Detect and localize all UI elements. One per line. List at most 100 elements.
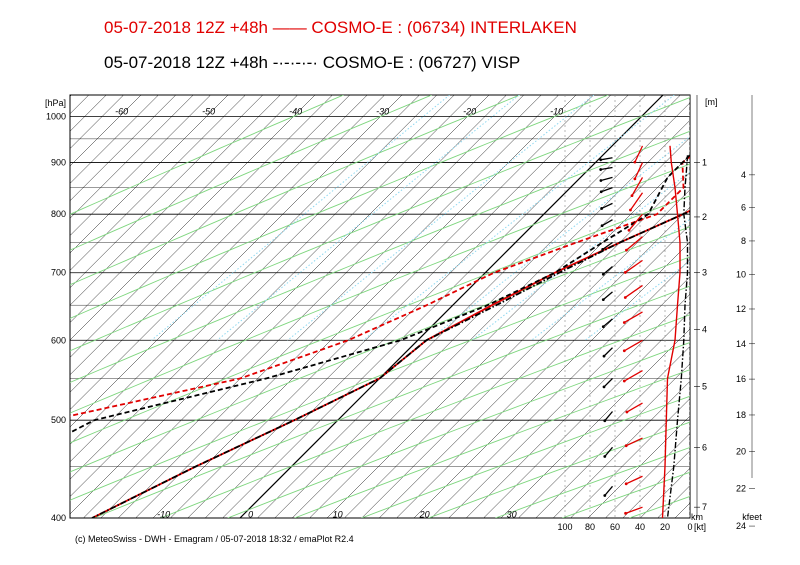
mixing-ratio-line xyxy=(362,95,675,341)
isotherm-line xyxy=(657,485,690,518)
isotherm-line xyxy=(396,224,690,518)
grid-layer xyxy=(0,95,800,518)
pressure-tick-label: 700 xyxy=(51,268,66,278)
isotherm-line xyxy=(70,95,194,219)
wind-barb-visp xyxy=(601,219,613,227)
kfeet-tick-label: 6 xyxy=(741,203,746,213)
isotherm-line xyxy=(0,95,37,518)
wind-barb-head-interlaken xyxy=(627,228,631,232)
isotherm-line xyxy=(413,241,690,518)
dry-adiabat-line xyxy=(70,130,690,383)
isotherm-line xyxy=(70,95,333,358)
isotherm-label: 30 xyxy=(507,509,517,519)
pressure-tick-label: 500 xyxy=(51,415,66,425)
isotherm-line xyxy=(257,95,681,518)
isotherm-line xyxy=(309,137,690,518)
wind-speed-tick-label: 20 xyxy=(660,522,670,532)
dry-adiabat-line xyxy=(70,256,690,501)
height-tick-label: 7 xyxy=(702,502,707,512)
height-tick-label: 2 xyxy=(702,212,707,222)
height-tick-label: 4 xyxy=(702,324,707,334)
wind-speed-tick-label: 0 xyxy=(687,522,692,532)
isotherm-line xyxy=(70,95,159,184)
isotherm-line xyxy=(762,95,800,518)
wind-barb-head-interlaken xyxy=(625,248,628,252)
wind-barb-visp xyxy=(600,157,613,161)
isotherm-line xyxy=(205,95,629,518)
wind-barb-interlaken xyxy=(625,506,643,514)
dry-adiabat-line xyxy=(227,342,690,518)
isotherm-line xyxy=(361,189,690,518)
wind-speed-axis-label: [kt] xyxy=(694,522,706,532)
wind-barb-interlaken xyxy=(629,192,644,211)
dry-adiabat-line xyxy=(93,285,690,518)
wind-barb-interlaken xyxy=(623,369,643,382)
pressure-tick-label: 400 xyxy=(51,513,66,523)
kfeet-tick-label: 4 xyxy=(741,170,746,180)
wind-barb-head-visp xyxy=(603,455,607,458)
isotherm-line xyxy=(745,95,800,518)
isotherm-label: -60 xyxy=(115,106,128,116)
isotherm-line xyxy=(170,95,594,518)
wind-speed-tick-label: 60 xyxy=(610,522,620,532)
mixing-ratio-line xyxy=(531,218,690,341)
isotherm-line xyxy=(70,95,455,480)
wind-barb-head-visp xyxy=(599,179,603,182)
dry-adiabat-line xyxy=(696,95,800,518)
isotherm-line xyxy=(100,95,524,518)
kfeet-tick-label: 18 xyxy=(736,410,746,420)
isotherm-line xyxy=(70,95,437,463)
kfeet-tick-label: 24 xyxy=(736,521,746,531)
wind-barb-visp xyxy=(602,266,613,275)
dry-adiabat-line xyxy=(70,95,521,286)
wind-barb-interlaken xyxy=(634,145,644,163)
isotherm-line xyxy=(500,328,690,518)
profile-visp-dewpoint xyxy=(70,154,690,434)
wind-barb-head-visp xyxy=(602,385,606,389)
wind-barb-head-interlaken xyxy=(622,379,626,383)
wind-barb-interlaken xyxy=(628,213,643,231)
wind-barb-visp xyxy=(601,202,613,210)
isotherm-line xyxy=(518,346,690,518)
footer-credit: (c) MeteoSwiss - DWH - Emagram / 05-07-2… xyxy=(75,534,354,544)
wind-barb-head-interlaken xyxy=(624,444,628,448)
wind-speed-tick-label: 100 xyxy=(557,522,572,532)
wind-barb-interlaken xyxy=(626,402,643,413)
height-axis-label: [m] xyxy=(705,97,718,107)
isotherm-line xyxy=(292,119,690,518)
wind-barb-interlaken xyxy=(623,311,643,324)
wind-barb-head-visp xyxy=(602,354,606,358)
plot-frame xyxy=(69,94,691,519)
isotherm-line xyxy=(118,95,542,518)
wind-barb-head-visp xyxy=(599,158,603,162)
wind-speed-tick-label: 40 xyxy=(635,522,645,532)
isotherm-line xyxy=(70,95,316,341)
wind-barb-head-visp xyxy=(603,494,607,497)
wind-barb-head-interlaken xyxy=(622,321,626,324)
title-visp: 05-07-2018 12Z +48h -·-·-·-· COSMO-E : (… xyxy=(104,53,521,72)
dry-adiabat-line xyxy=(70,95,432,251)
dry-adiabat-line xyxy=(70,95,609,319)
dry-adiabat-line xyxy=(495,446,690,518)
wind-barb-head-interlaken xyxy=(625,410,629,414)
dry-adiabat-line xyxy=(70,97,690,352)
kfeet-tick-label: 8 xyxy=(741,236,746,246)
pressure-tick-label: 900 xyxy=(51,158,66,168)
wind-barb-visp xyxy=(604,411,613,422)
mixing-ratio-line xyxy=(216,95,520,341)
wind-barb-head-visp xyxy=(603,419,607,423)
wind-barb-head-interlaken xyxy=(624,482,628,486)
wind-barb-visp xyxy=(602,291,613,301)
wind-speed-trace-interlaken xyxy=(661,145,681,518)
isotherm-line xyxy=(448,276,690,518)
isotherm-line xyxy=(0,95,2,518)
isotherm-label: -10 xyxy=(157,509,170,519)
isotherm-line xyxy=(222,95,646,518)
dry-adiabat-line xyxy=(629,495,690,518)
wind-barb-visp xyxy=(600,166,613,171)
pressure-tick-label: 600 xyxy=(51,335,66,345)
mixing-ratio-line xyxy=(428,135,690,341)
wind-barb-visp xyxy=(603,347,613,357)
isotherm-line xyxy=(70,95,472,497)
isotherm-line xyxy=(692,95,800,518)
